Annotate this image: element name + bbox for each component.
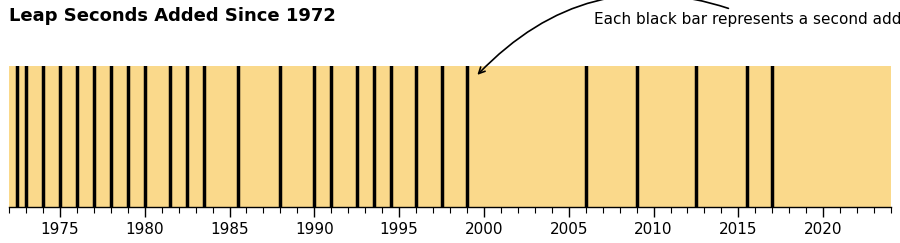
Text: Leap Seconds Added Since 1972: Leap Seconds Added Since 1972 (9, 7, 336, 25)
Text: Each black bar represents a second added: Each black bar represents a second added (479, 0, 900, 74)
